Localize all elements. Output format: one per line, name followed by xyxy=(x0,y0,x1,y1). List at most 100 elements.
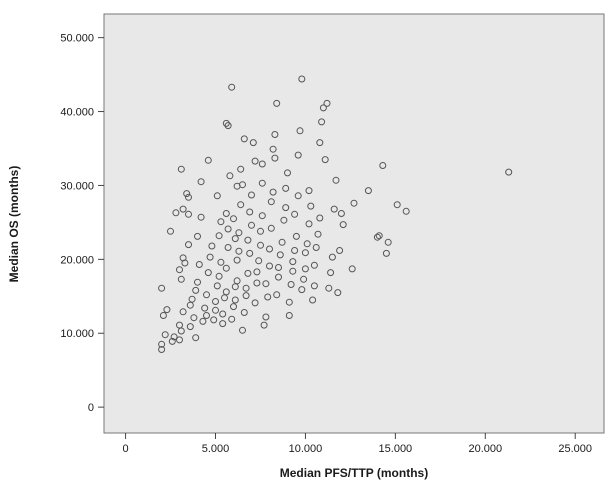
x-tick-label: 10.000 xyxy=(289,443,323,455)
scatter-point xyxy=(204,156,212,164)
y-tick-label: 10.000 xyxy=(60,328,94,340)
scatter-point xyxy=(237,165,245,173)
scatter-point xyxy=(310,282,318,290)
scatter-point xyxy=(195,261,203,268)
plot-area xyxy=(103,13,605,434)
scatter-point xyxy=(217,258,225,266)
x-tick-label: 25.000 xyxy=(558,443,592,455)
scatter-point xyxy=(350,199,358,207)
scatter-point xyxy=(337,210,345,217)
scatter-point xyxy=(262,280,270,288)
scatter-point xyxy=(219,320,227,328)
scatter-point xyxy=(271,131,279,138)
scatter-point xyxy=(258,160,266,168)
scatter-point xyxy=(248,191,255,199)
scatter-point xyxy=(239,181,246,189)
scatter-point xyxy=(230,303,237,311)
scatter-point xyxy=(298,286,306,294)
scatter-point xyxy=(312,244,320,251)
scatter-point xyxy=(264,293,272,301)
scatter-point xyxy=(260,321,268,329)
scatter-point xyxy=(197,213,205,221)
scatter-point xyxy=(305,187,313,195)
scatter-point xyxy=(188,295,196,303)
scatter-point xyxy=(163,306,171,314)
scatter-point xyxy=(176,336,183,344)
scatter-point xyxy=(158,284,166,292)
scatter-point xyxy=(208,242,216,250)
scatter-point xyxy=(316,139,324,147)
scatter-point xyxy=(285,312,293,319)
scatter-point xyxy=(172,209,180,217)
scatter-point xyxy=(258,179,266,187)
scatter-point xyxy=(282,204,290,212)
scatter-point xyxy=(248,221,255,229)
scatter-point xyxy=(267,224,275,232)
scatter-point xyxy=(296,127,304,135)
scatter-point xyxy=(222,210,230,217)
scatter-point xyxy=(266,262,273,270)
scatter-point xyxy=(298,75,306,83)
scatter-point xyxy=(292,232,300,240)
scatter-point xyxy=(212,298,219,305)
scatter-point xyxy=(332,176,340,184)
scatter-point xyxy=(327,269,335,277)
scatter-point xyxy=(233,256,241,264)
scatter-point xyxy=(185,210,192,218)
scatter-point xyxy=(255,257,263,265)
scatter-point xyxy=(373,233,381,241)
scatter-point xyxy=(379,162,387,169)
scatter-point xyxy=(168,337,176,345)
scatter-point xyxy=(215,232,223,240)
scatter-point xyxy=(161,331,169,339)
scatter-point xyxy=(393,201,401,209)
scatter-point xyxy=(273,99,281,107)
scatter-point xyxy=(240,309,248,316)
scatter-point xyxy=(224,225,232,233)
scatter-point xyxy=(219,310,227,318)
scatter-point xyxy=(384,238,392,246)
scatter-point xyxy=(226,172,234,180)
scatter-point xyxy=(170,333,178,341)
scatter-point xyxy=(339,221,347,229)
scatter-point xyxy=(235,229,243,237)
scatter-point xyxy=(215,272,223,280)
scatter-point xyxy=(282,184,290,192)
scatter-point xyxy=(159,312,167,319)
scatter-point xyxy=(167,227,174,235)
scatter-point xyxy=(323,99,331,107)
scatter-point xyxy=(204,269,212,277)
scatter-point xyxy=(239,326,246,334)
scatter-point xyxy=(237,201,245,209)
scatter-point xyxy=(179,205,187,213)
scatter-point xyxy=(203,291,210,299)
scatter-point xyxy=(267,198,275,206)
scatter-point xyxy=(307,202,315,210)
scatter-point xyxy=(246,249,254,257)
scatter-point xyxy=(212,306,219,314)
scatter-point xyxy=(158,346,166,353)
scatter-point xyxy=(176,321,183,329)
x-tick-label: 5.000 xyxy=(202,443,230,455)
scatter-point xyxy=(253,268,261,276)
scatter-point xyxy=(316,214,324,222)
scatter-point xyxy=(336,247,344,254)
scatter-point xyxy=(294,151,302,159)
scatter-point xyxy=(186,323,194,331)
scatter-point xyxy=(233,277,241,285)
scatter-point xyxy=(224,244,232,251)
scatter-point xyxy=(185,241,192,249)
x-axis-title: Median PFS/TTP (months) xyxy=(280,466,428,480)
scatter-point xyxy=(244,236,252,244)
scatter-point xyxy=(278,238,286,246)
scatter-point xyxy=(269,145,277,153)
scatter-point xyxy=(275,273,282,281)
scatter-point xyxy=(257,241,264,249)
scatter-point xyxy=(231,235,239,243)
scatter-point xyxy=(294,192,302,200)
scatter-point xyxy=(176,266,183,274)
scatter-point xyxy=(244,269,252,277)
scatter-point xyxy=(192,334,200,342)
scatter-point xyxy=(280,216,288,224)
scatter-point xyxy=(197,178,205,186)
